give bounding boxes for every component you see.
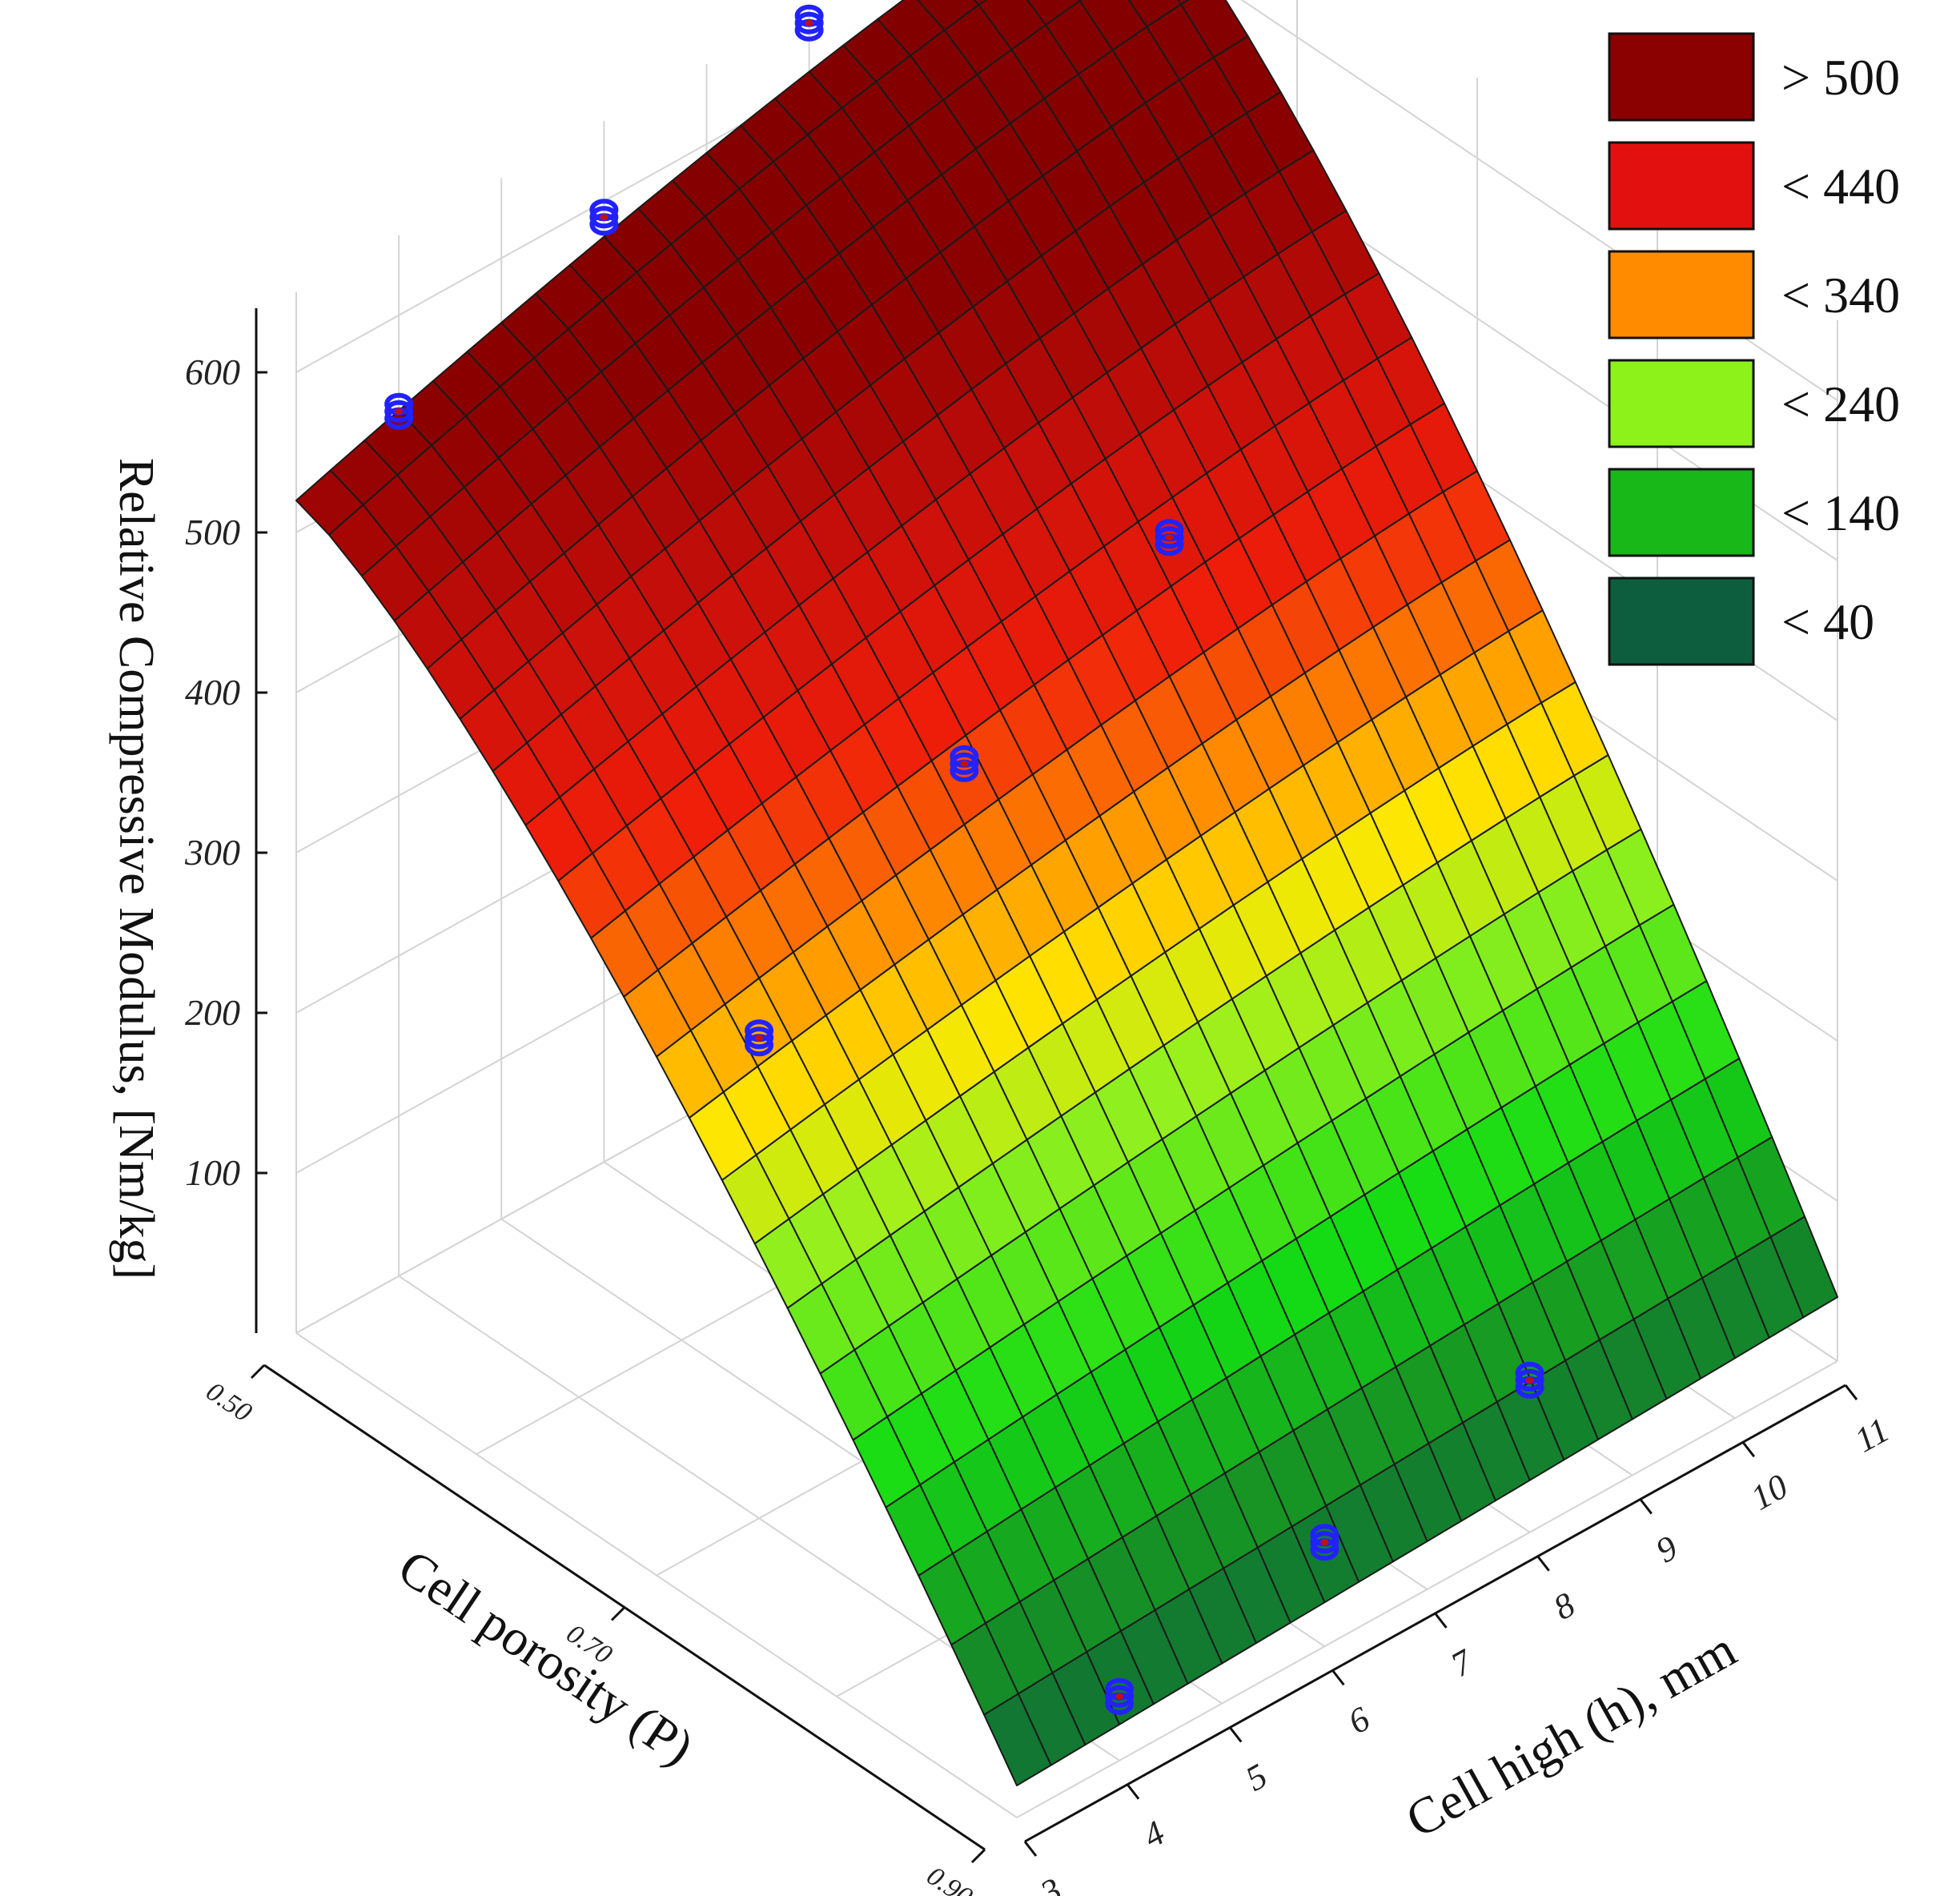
- p-tick-mark: [610, 1606, 626, 1621]
- h-tick-label: 3: [1034, 1870, 1069, 1896]
- h-tick-label: 11: [1848, 1410, 1895, 1460]
- data-point: [1105, 1677, 1135, 1715]
- h-tick-mark: [1639, 1498, 1653, 1515]
- p-tick-label: 0.90: [922, 1861, 978, 1896]
- legend-label: < 240: [1781, 376, 1900, 432]
- legend-swatch: [1608, 250, 1755, 339]
- legend-label: > 500: [1781, 49, 1900, 106]
- h-tick-mark: [1331, 1669, 1345, 1686]
- legend-swatch: [1608, 141, 1755, 231]
- data-points: [384, 4, 1544, 1715]
- h-tick-mark: [1023, 1841, 1038, 1857]
- data-point: [589, 199, 619, 236]
- legend-swatch: [1608, 359, 1755, 448]
- z-tick-label: 500: [185, 512, 240, 552]
- z-tick-label: 600: [185, 351, 240, 392]
- z-tick-label: 300: [184, 832, 240, 873]
- h-tick-label: 10: [1745, 1466, 1794, 1517]
- h-tick-label: 9: [1649, 1528, 1684, 1571]
- h-tick-label: 6: [1342, 1699, 1376, 1742]
- data-point: [794, 4, 824, 42]
- grid-line-floor-y: [1016, 1360, 1838, 1818]
- data-point: [1155, 519, 1184, 556]
- data-point: [1515, 1361, 1544, 1399]
- h-tick-mark: [1434, 1613, 1448, 1629]
- p-axis-title: Cell porosity (P): [388, 1538, 704, 1776]
- data-point: [745, 1019, 774, 1057]
- legend-label: < 340: [1781, 267, 1900, 323]
- z-tick-label: 100: [185, 1152, 240, 1193]
- h-tick-mark: [1741, 1441, 1756, 1458]
- legend-swatch: [1608, 32, 1755, 122]
- h-tick-mark: [1844, 1384, 1858, 1400]
- z-tick-label: 200: [185, 992, 240, 1033]
- h-tick-mark: [1126, 1783, 1140, 1800]
- p-tick-mark: [250, 1364, 266, 1380]
- z-axis-title: Relative Compressive Modulus, [Nm/kg]: [109, 458, 163, 1279]
- response-surface: [295, 0, 1838, 1786]
- legend-label: < 40: [1781, 593, 1874, 650]
- legend-label: < 140: [1781, 484, 1900, 541]
- legend-label: < 440: [1781, 158, 1900, 215]
- h-tick-label: 5: [1239, 1756, 1274, 1799]
- z-tick-label: 400: [185, 672, 240, 713]
- legend-swatch: [1608, 468, 1755, 557]
- data-point: [1310, 1524, 1339, 1561]
- h-tick-label: 4: [1137, 1813, 1171, 1856]
- p-tick-mark: [970, 1848, 986, 1864]
- h-tick-mark: [1229, 1726, 1243, 1743]
- surface-cell: [983, 1693, 1052, 1786]
- h-tick-mark: [1536, 1555, 1550, 1572]
- p-tick-label: 0.50: [201, 1376, 257, 1428]
- legend: > 500 < 440 < 340 < 240 < 140 < 40: [1608, 32, 1900, 666]
- h-tick-label: 7: [1444, 1641, 1480, 1685]
- data-point: [950, 745, 979, 782]
- grid-line-back-z: [295, 0, 968, 373]
- data-point: [384, 392, 414, 430]
- legend-swatch: [1608, 576, 1755, 666]
- h-tick-label: 8: [1547, 1585, 1581, 1628]
